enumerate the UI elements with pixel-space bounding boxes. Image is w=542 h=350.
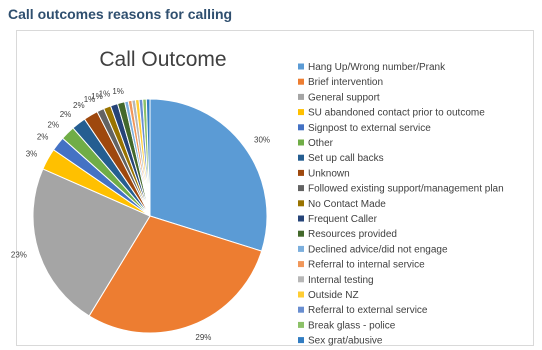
legend-swatch (298, 245, 304, 252)
slice-value-label: 1% (91, 92, 103, 101)
slice-value-label: 29% (195, 333, 211, 342)
legend-label: Unknown (308, 168, 350, 179)
legend-swatch (298, 291, 304, 298)
slice-value-label: 23% (11, 251, 27, 260)
slice-value-label: 2% (37, 133, 49, 142)
slice-value-label: 2% (73, 101, 85, 110)
legend-swatch (298, 63, 304, 70)
legend-label: Followed existing support/management pla… (308, 184, 504, 195)
legend-swatch (298, 185, 304, 192)
legend-label: Resources provided (308, 229, 397, 240)
legend-swatch (298, 78, 304, 85)
legend-label: No Contact Made (308, 199, 386, 210)
legend-label: Sex grat/abusive (308, 336, 383, 347)
slice-value-label: 2% (48, 120, 60, 129)
chart-title: Call Outcome (99, 48, 226, 71)
legend-swatch (298, 139, 304, 146)
slice-value-label: 2% (60, 110, 72, 119)
legend-swatch (298, 261, 304, 268)
legend-swatch (298, 321, 304, 328)
legend-label: Outside NZ (308, 290, 359, 301)
page-heading: Call outcomes reasons for calling (8, 6, 233, 22)
legend-swatch (298, 169, 304, 176)
legend-label: General support (308, 92, 380, 103)
legend-label: Set up call backs (308, 153, 384, 164)
legend-label: Signpost to external service (308, 123, 431, 134)
legend-swatch (298, 215, 304, 222)
legend-swatch (298, 124, 304, 131)
legend-label: Brief intervention (308, 77, 383, 88)
legend-label: Frequent Caller (308, 214, 378, 225)
slice-value-label: 1% (99, 89, 111, 98)
legend-swatch (298, 200, 304, 207)
legend-swatch (298, 276, 304, 283)
legend-label: SU abandoned contact prior to outcome (308, 108, 485, 119)
legend-swatch (298, 93, 304, 100)
legend-swatch (298, 337, 304, 344)
legend-label: Internal testing (308, 275, 374, 286)
legend-label: Break glass - police (308, 320, 396, 331)
slice-value-label: 1% (112, 87, 124, 96)
legend-label: Declined advice/did not engage (308, 244, 448, 255)
pie-slice (149, 98, 268, 252)
pie-slice (32, 168, 151, 317)
pie-slice (145, 98, 151, 217)
legend-label: Hang Up/Wrong number/Prank (308, 62, 446, 73)
legend-label: Other (308, 138, 334, 149)
legend-label: Referral to internal service (308, 260, 425, 271)
slice-value-label: 3% (26, 149, 38, 158)
legend-swatch (298, 306, 304, 313)
slice-value-label: 30% (254, 136, 270, 145)
legend-label: Referral to external service (308, 305, 428, 316)
legend-swatch (298, 230, 304, 237)
slice-value-label: 1% (84, 95, 96, 104)
legend-swatch (298, 109, 304, 116)
legend-swatch (298, 154, 304, 161)
